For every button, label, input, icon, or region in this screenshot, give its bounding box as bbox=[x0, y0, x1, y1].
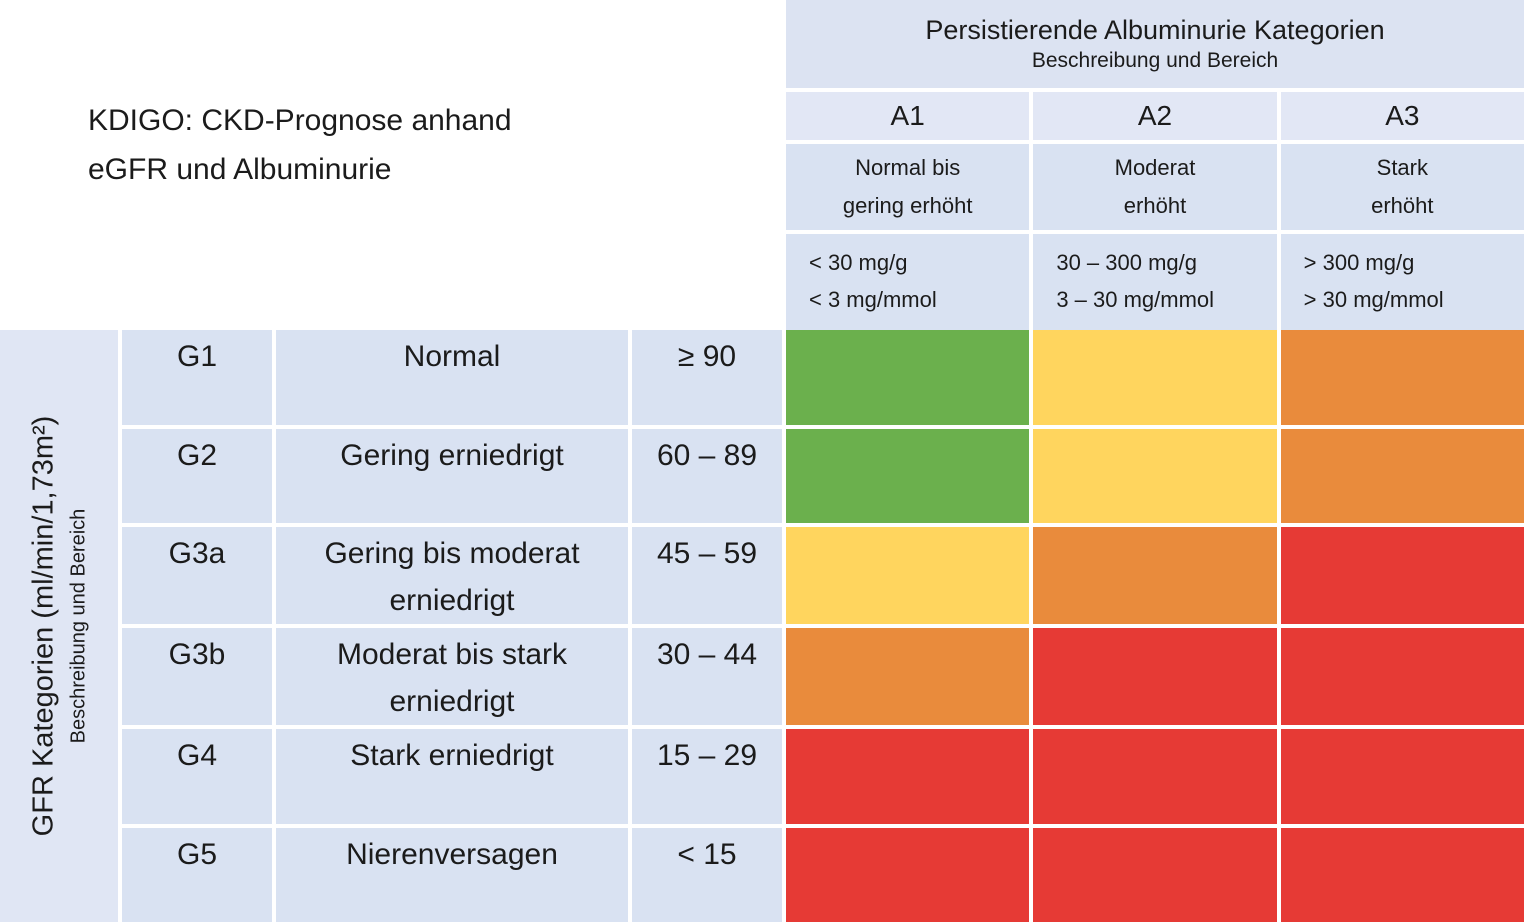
risk-cell-g2-a2 bbox=[1033, 428, 1277, 523]
risk-cell-g4-a3 bbox=[1280, 729, 1524, 824]
albuminuria-code-a2: A2 bbox=[1033, 92, 1277, 140]
albuminuria-range-a1: < 30 mg/g < 3 mg/mmol bbox=[786, 234, 1030, 330]
risk-cell-g4-a1 bbox=[786, 729, 1030, 824]
page-title-line1: KDIGO: CKD-Prognose anhand bbox=[88, 104, 512, 137]
gfr-code-cell: G4 bbox=[122, 729, 272, 824]
albuminuria-description-a2: Moderat erhöht bbox=[1033, 144, 1277, 230]
risk-cell-g3b-a2 bbox=[1033, 628, 1277, 725]
gfr-description-cell: Normal bbox=[276, 330, 628, 425]
albuminuria-title: Persistierende Albuminurie Kategorien bbox=[925, 15, 1385, 45]
gfr-axis-strip: GFR Kategorien (ml/min/1,73m²) Beschreib… bbox=[0, 330, 118, 922]
albuminuria-range-a1-mgmmol: < 3 mg/mmol bbox=[809, 287, 937, 312]
gfr-code-cell: G3a bbox=[122, 527, 272, 624]
albuminuria-description-a1-line2: gering erhöht bbox=[842, 193, 973, 218]
risk-matrix-grid: G1 Normal ≥ 90 G2 Gering erniedrigt 60 –… bbox=[122, 330, 1524, 922]
albuminuria-subtitle: Beschreibung und Bereich bbox=[1031, 49, 1279, 72]
risk-cell-g2-a1 bbox=[786, 428, 1030, 523]
risk-cell-g1-a2 bbox=[1033, 330, 1277, 425]
gfr-axis-rotated-labels: GFR Kategorien (ml/min/1,73m²) Beschreib… bbox=[28, 330, 91, 922]
albuminuria-description-a3: Stark erhöht bbox=[1280, 144, 1524, 230]
gfr-range-cell: < 15 bbox=[632, 827, 782, 922]
albuminuria-description-row: Normal bis gering erhöht Moderat erhöht … bbox=[786, 144, 1524, 230]
gfr-description-cell: Gering bis moderat erniedrigt bbox=[276, 527, 628, 624]
risk-cell-g1-a3 bbox=[1280, 330, 1524, 425]
gfr-range-cell: 45 – 59 bbox=[632, 527, 782, 624]
risk-cell-g5-a1 bbox=[786, 827, 1030, 922]
albuminuria-description-a2-line2: erhöht bbox=[1123, 193, 1187, 218]
risk-cell-g5-a2 bbox=[1033, 827, 1277, 922]
risk-cell-g1-a1 bbox=[786, 330, 1030, 425]
gfr-code-cell: G1 bbox=[122, 330, 272, 425]
albuminuria-code-row: A1 A2 A3 bbox=[786, 92, 1524, 140]
albuminuria-range-a1-mgg: < 30 mg/g bbox=[809, 250, 908, 275]
albuminuria-description-a1-line1: Normal bis bbox=[855, 155, 961, 180]
gfr-range-cell: 30 – 44 bbox=[632, 628, 782, 725]
page-title: KDIGO: CKD-Prognose anhand eGFR und Albu… bbox=[88, 96, 512, 194]
albuminuria-description-a3-line1: Stark bbox=[1376, 155, 1428, 180]
gfr-code-cell: G2 bbox=[122, 428, 272, 523]
page-title-line2: eGFR und Albuminurie bbox=[88, 153, 392, 186]
gfr-code-cell: G3b bbox=[122, 628, 272, 725]
gfr-range-cell: 15 – 29 bbox=[632, 729, 782, 824]
albuminuria-range-a3-mgg: > 300 mg/g bbox=[1303, 250, 1415, 275]
albuminuria-range-a2: 30 – 300 mg/g 3 – 30 mg/mmol bbox=[1033, 234, 1277, 330]
gfr-description-cell: Stark erniedrigt bbox=[276, 729, 628, 824]
albuminuria-code-a3: A3 bbox=[1280, 92, 1524, 140]
risk-cell-g3a-a2 bbox=[1033, 527, 1277, 624]
gfr-range-cell: 60 – 89 bbox=[632, 428, 782, 523]
gfr-description-cell: Gering erniedrigt bbox=[276, 428, 628, 523]
gfr-code-cell: G5 bbox=[122, 827, 272, 922]
gfr-description-cell: Nierenversagen bbox=[276, 827, 628, 922]
albuminuria-range-a2-mgg: 30 – 300 mg/g bbox=[1056, 250, 1197, 275]
albuminuria-header: Persistierende Albuminurie Kategorien Be… bbox=[786, 0, 1524, 330]
albuminuria-range-row: < 30 mg/g < 3 mg/mmol 30 – 300 mg/g 3 – … bbox=[786, 234, 1524, 330]
gfr-description-cell: Moderat bis stark erniedrigt bbox=[276, 628, 628, 725]
risk-cell-g5-a3 bbox=[1280, 827, 1524, 922]
gfr-axis-label: GFR Kategorien (ml/min/1,73m²) bbox=[27, 415, 60, 837]
albuminuria-description-a2-line1: Moderat bbox=[1114, 155, 1196, 180]
albuminuria-range-a3-mgmmol: > 30 mg/mmol bbox=[1303, 287, 1444, 312]
gfr-range-cell: ≥ 90 bbox=[632, 330, 782, 425]
albuminuria-header-title-cell: Persistierende Albuminurie Kategorien Be… bbox=[786, 0, 1524, 88]
albuminuria-description-a3-line2: erhöht bbox=[1371, 193, 1434, 218]
albuminuria-range-a2-mgmmol: 3 – 30 mg/mmol bbox=[1056, 287, 1215, 312]
albuminuria-description-a1: Normal bis gering erhöht bbox=[786, 144, 1030, 230]
risk-cell-g3a-a3 bbox=[1280, 527, 1524, 624]
risk-cell-g3b-a1 bbox=[786, 628, 1030, 725]
risk-cell-g2-a3 bbox=[1280, 428, 1524, 523]
risk-cell-g3a-a1 bbox=[786, 527, 1030, 624]
albuminuria-code-a1: A1 bbox=[786, 92, 1030, 140]
risk-cell-g4-a2 bbox=[1033, 729, 1277, 824]
albuminuria-range-a3: > 300 mg/g > 30 mg/mmol bbox=[1280, 234, 1524, 330]
gfr-axis-sublabel: Beschreibung und Bereich bbox=[67, 508, 90, 744]
risk-cell-g3b-a3 bbox=[1280, 628, 1524, 725]
